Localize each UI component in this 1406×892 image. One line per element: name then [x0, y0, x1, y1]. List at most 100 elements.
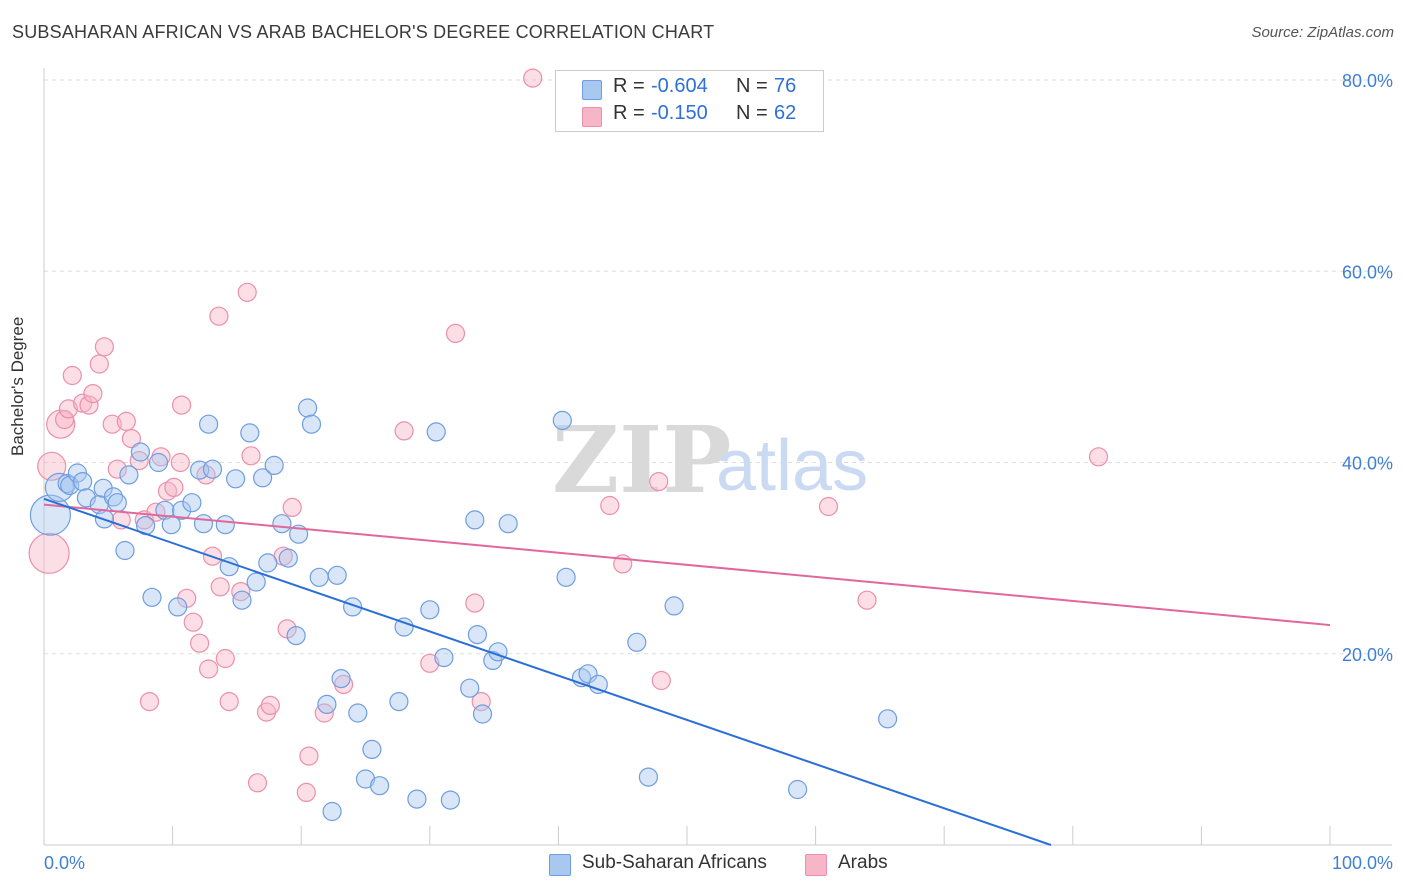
- legend-swatch-pink: [582, 107, 602, 127]
- trend-lines: [43, 497, 1331, 846]
- arab-point: [282, 497, 302, 517]
- sub-saharan-point: [215, 515, 235, 535]
- arab-point: [465, 593, 485, 613]
- arab-point: [116, 411, 136, 431]
- arab-point: [89, 354, 109, 374]
- sub-saharan-point: [168, 597, 188, 617]
- y-axis-label: Bachelor's Degree: [8, 316, 27, 456]
- arab-point: [62, 365, 82, 386]
- x-tick-max: 100.0%: [1332, 853, 1393, 873]
- legend-r-label: R =: [613, 75, 645, 97]
- sub-saharan-point: [460, 678, 480, 698]
- sub-saharan-point: [467, 624, 487, 645]
- sub-saharan-point: [322, 801, 342, 822]
- arab-point: [190, 633, 210, 653]
- y-tick-label: 20.0%: [1342, 645, 1393, 665]
- arab-point: [209, 306, 229, 326]
- sub-saharan-point: [362, 739, 382, 760]
- watermark-zip: ZIP: [552, 406, 731, 514]
- arab-point: [241, 446, 261, 466]
- sub-saharan-point: [107, 493, 127, 513]
- sub-saharan-point: [552, 410, 572, 430]
- sub-saharan-point: [172, 500, 192, 520]
- sub-saharan-point: [240, 423, 260, 443]
- arab-point: [299, 746, 319, 766]
- sub-saharan-points: [29, 398, 898, 822]
- y-tick-label: 60.0%: [1342, 262, 1393, 282]
- watermark-atlas: atlas: [716, 426, 868, 506]
- legend-n-value: 62: [774, 102, 797, 124]
- sub-saharan-point: [420, 600, 440, 620]
- arab-point: [199, 659, 219, 679]
- legend-n-label: N =: [736, 75, 768, 97]
- sub-saharan-point: [202, 459, 223, 479]
- sub-saharan-point: [331, 668, 351, 689]
- sub-saharan-point: [407, 789, 427, 809]
- y-tick-label: 40.0%: [1342, 454, 1393, 474]
- arab-point: [54, 409, 75, 430]
- sub-saharan-point: [301, 414, 322, 434]
- arab-point: [857, 590, 877, 610]
- sub-saharan-point: [298, 398, 318, 418]
- sub-saharan-point: [182, 493, 202, 513]
- stats-legend: R = -0.604 N = 76 R = -0.150 N = 62: [555, 70, 824, 132]
- sub-saharan-point: [309, 567, 329, 587]
- sub-saharan-point: [219, 557, 239, 577]
- sub-saharan-point: [142, 587, 162, 607]
- sub-saharan-point: [119, 465, 139, 485]
- y-tick-label: 80.0%: [1342, 71, 1393, 91]
- grid-lines: [44, 79, 1392, 655]
- sub-saharan-point: [638, 767, 659, 787]
- sub-saharan-point: [264, 455, 284, 475]
- arab-point: [121, 429, 141, 449]
- sub-saharan-point: [115, 540, 135, 561]
- sub-saharan-point: [327, 565, 347, 585]
- arab-point: [139, 691, 160, 712]
- source-note: Source: ZipAtlas.com: [1251, 24, 1394, 41]
- arab-point: [649, 472, 669, 492]
- chart-title: SUBSAHARAN AFRICAN VS ARAB BACHELOR'S DE…: [12, 22, 715, 42]
- legend-r-label: R =: [613, 102, 645, 124]
- axes: [43, 68, 1392, 846]
- sub-saharan-point: [258, 553, 278, 573]
- y-tick-labels: 20.0% 40.0% 60.0% 80.0%: [1342, 71, 1393, 665]
- arab-point: [58, 399, 79, 419]
- sub-saharan-point: [370, 776, 390, 796]
- sub-saharan-point: [272, 514, 292, 534]
- arab-point: [523, 68, 543, 88]
- arab-point: [46, 409, 76, 439]
- arabs-trend-line: [43, 503, 1331, 627]
- bottom-legend-label: Sub-Saharan Africans: [582, 852, 767, 873]
- legend-swatch-blue: [582, 80, 602, 100]
- sub-saharan-point: [232, 590, 252, 610]
- arab-point: [170, 452, 190, 473]
- arab-point: [172, 395, 192, 415]
- sub-saharan-point: [199, 414, 219, 434]
- sub-saharan-point: [72, 472, 93, 492]
- x-tick-min: 0.0%: [44, 853, 85, 873]
- watermark: ZIP atlas: [552, 406, 868, 514]
- arab-point: [260, 695, 280, 716]
- sub-saharan-point: [627, 632, 647, 652]
- arab-point: [1088, 447, 1109, 467]
- arab-point: [394, 421, 414, 441]
- bottom-legend-swatch-blue: [549, 854, 571, 876]
- sub-saharan-point: [664, 596, 684, 616]
- arab-point: [445, 323, 466, 343]
- legend-n-label: N =: [736, 102, 768, 124]
- sub-saharan-point: [440, 790, 460, 810]
- legend-r-value: -0.604: [651, 75, 708, 97]
- arab-point: [183, 612, 203, 632]
- bottom-legend-label: Arabs: [838, 852, 888, 873]
- arab-point: [210, 577, 230, 597]
- legend-n-value: 76: [774, 75, 797, 97]
- sub-saharan-point: [787, 779, 808, 800]
- arab-point: [600, 495, 620, 516]
- legend-r-value: -0.150: [651, 102, 708, 124]
- arab-point: [818, 496, 839, 517]
- sub-saharan-point: [394, 617, 414, 637]
- sub-saharan-point: [389, 691, 409, 712]
- sub-saharan-point: [193, 514, 214, 534]
- sub-saharan-point: [877, 709, 898, 729]
